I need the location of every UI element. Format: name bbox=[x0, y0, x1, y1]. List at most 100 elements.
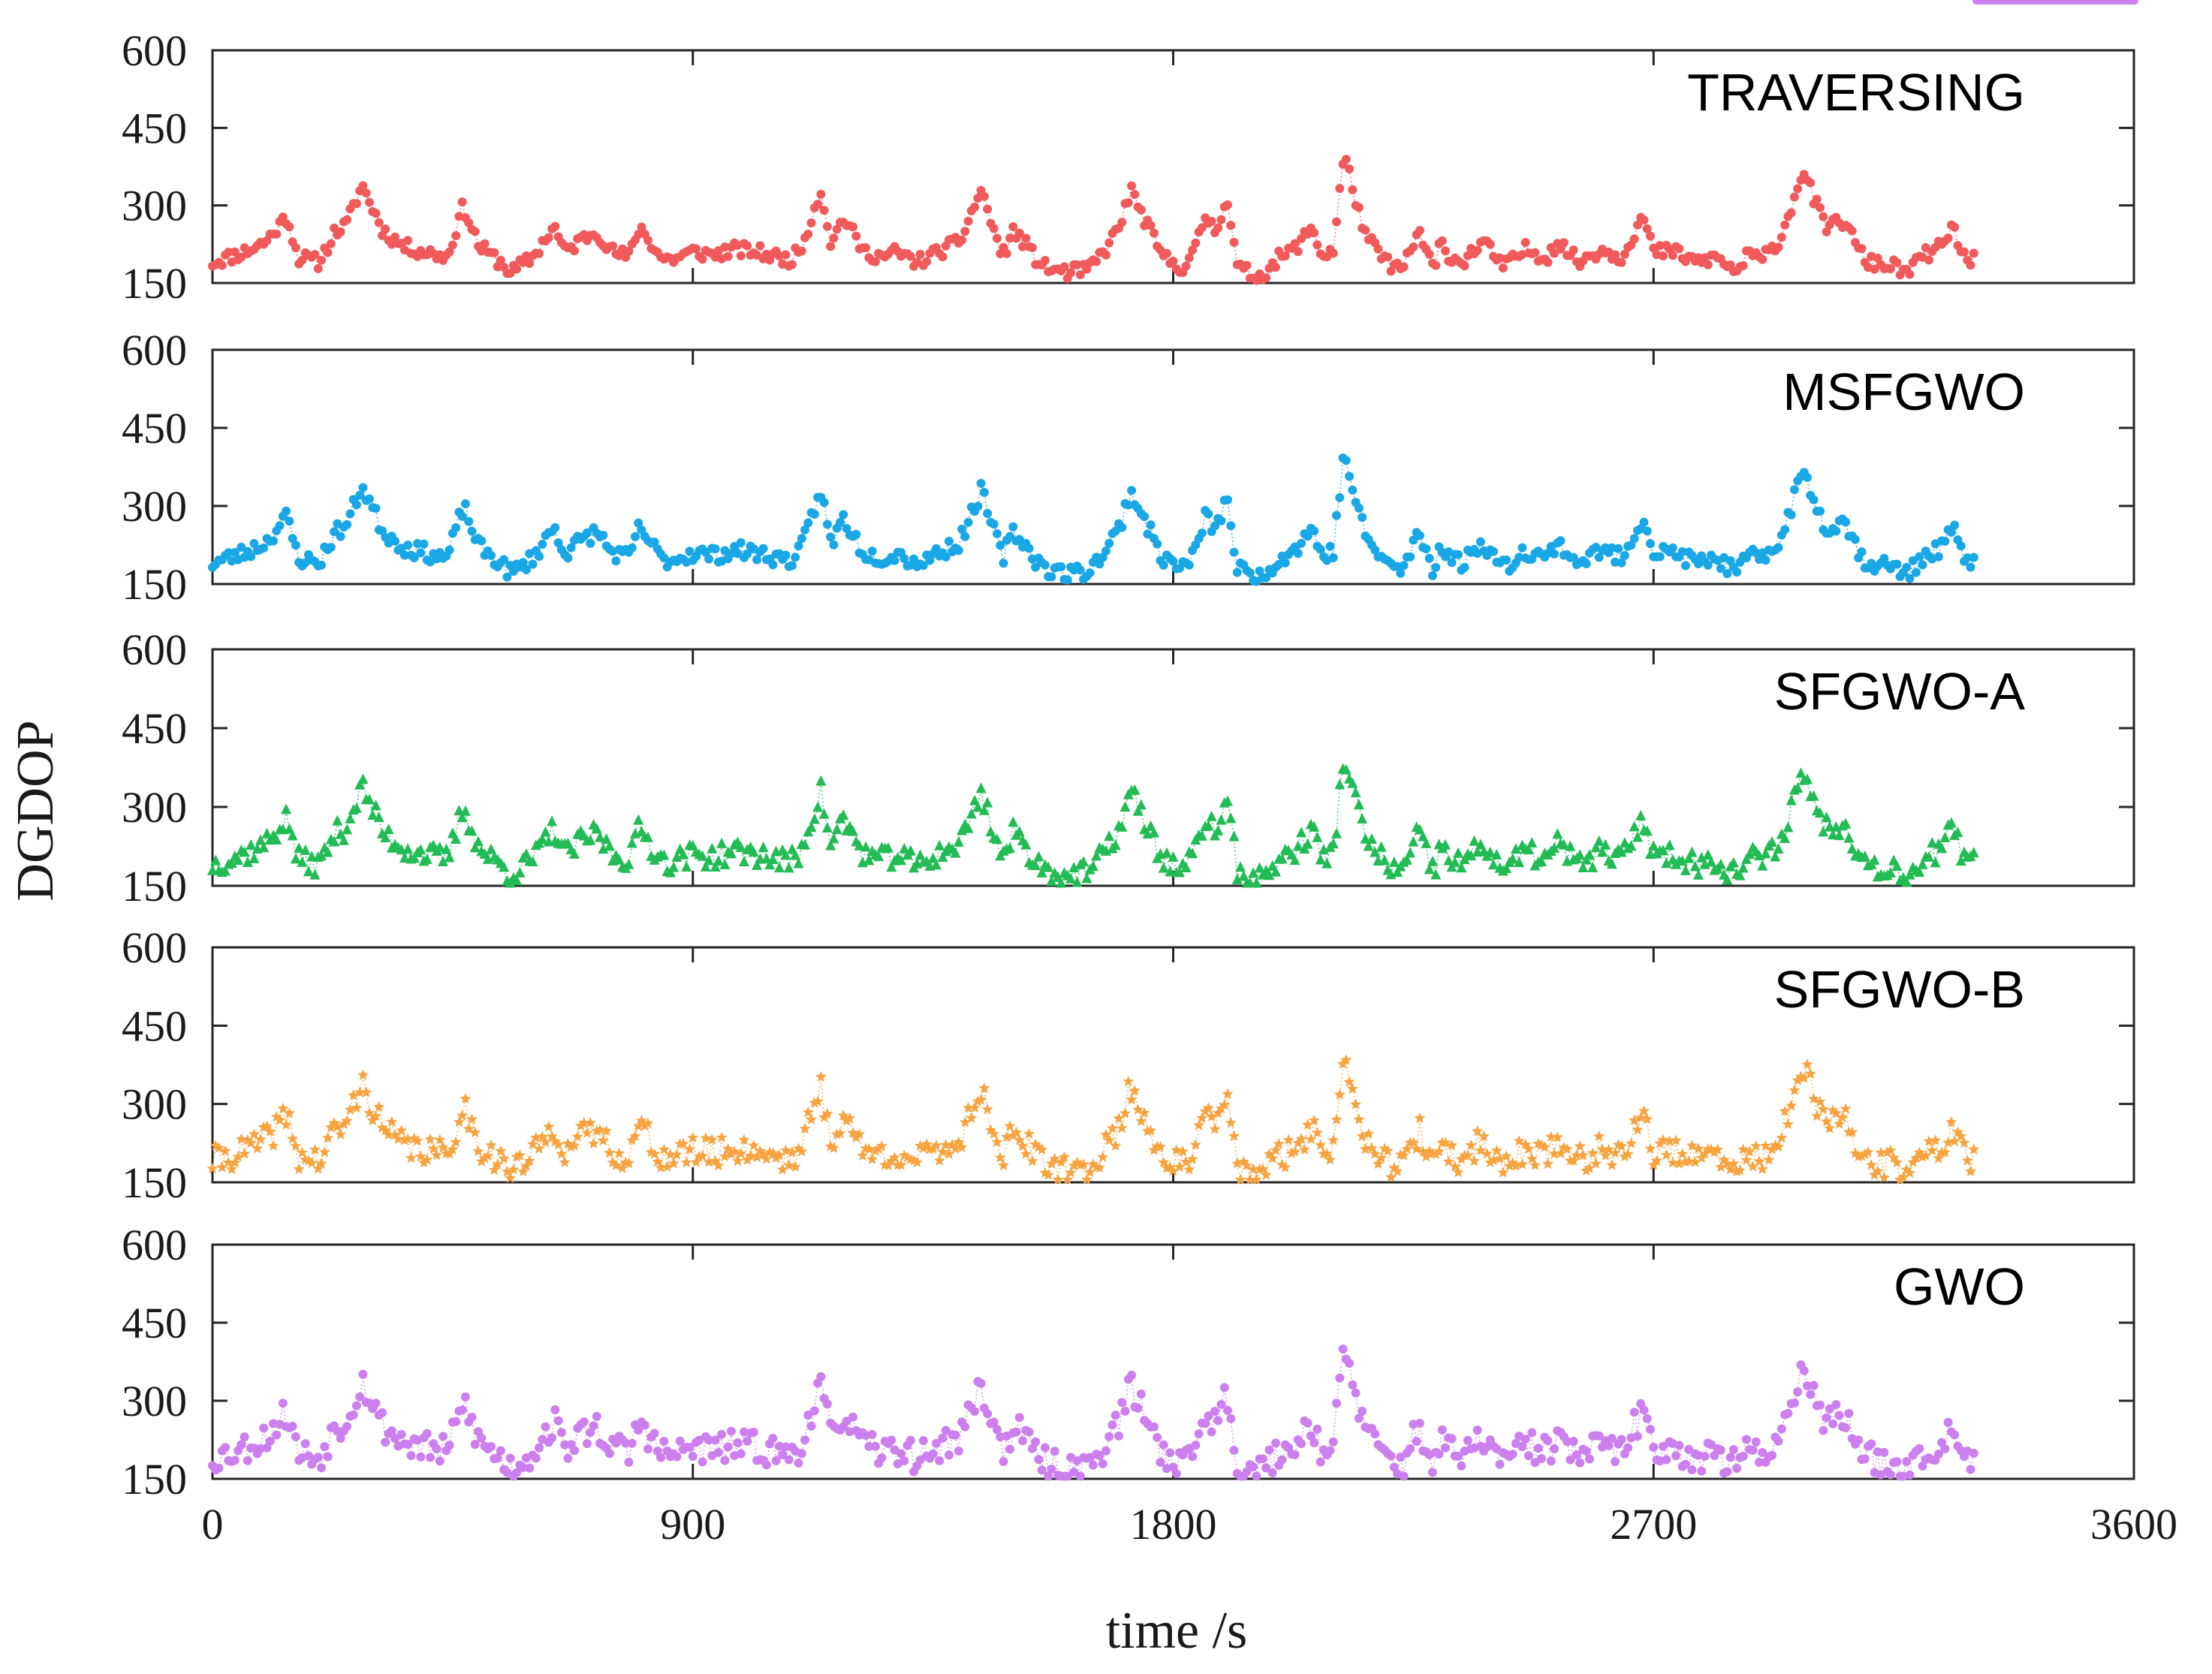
data-point bbox=[915, 849, 926, 860]
data-point bbox=[1901, 876, 1912, 887]
data-point bbox=[1345, 471, 1355, 481]
data-point bbox=[793, 857, 804, 869]
data-point bbox=[457, 197, 467, 206]
data-point bbox=[1421, 837, 1432, 848]
data-point bbox=[1409, 535, 1418, 545]
data-point bbox=[1146, 520, 1156, 530]
data-point bbox=[621, 1438, 631, 1448]
data-point bbox=[816, 189, 826, 199]
data-point bbox=[255, 1134, 267, 1145]
data-point bbox=[794, 541, 803, 551]
data-point bbox=[1087, 1158, 1099, 1170]
data-point bbox=[822, 519, 832, 529]
data-point bbox=[1786, 208, 1796, 218]
data-point bbox=[821, 1107, 833, 1119]
data-point bbox=[1859, 1148, 1871, 1160]
data-point bbox=[259, 543, 269, 552]
data-point bbox=[975, 782, 987, 793]
data-point bbox=[978, 804, 990, 815]
data-point bbox=[1177, 1146, 1189, 1157]
data-point bbox=[336, 1434, 345, 1444]
data-point bbox=[1399, 262, 1409, 272]
data-point bbox=[665, 1149, 677, 1160]
data-point bbox=[1279, 1161, 1291, 1173]
data-point bbox=[363, 1106, 375, 1119]
data-point bbox=[842, 1417, 851, 1426]
data-point bbox=[1370, 545, 1380, 555]
data-point bbox=[1891, 860, 1903, 872]
data-point bbox=[1587, 1147, 1599, 1158]
data-point bbox=[1430, 869, 1442, 880]
data-point bbox=[1462, 1149, 1474, 1161]
data-point bbox=[329, 835, 340, 847]
data-point bbox=[345, 812, 356, 823]
data-point bbox=[1456, 862, 1467, 873]
data-point bbox=[511, 875, 523, 886]
data-point bbox=[1005, 531, 1014, 541]
data-point bbox=[376, 1122, 388, 1133]
data-point bbox=[550, 1405, 560, 1415]
data-point bbox=[467, 526, 477, 536]
data-point bbox=[796, 1146, 808, 1157]
data-point bbox=[450, 1136, 462, 1148]
data-point bbox=[341, 1115, 353, 1126]
data-point bbox=[895, 854, 906, 866]
data-point bbox=[1032, 1141, 1044, 1152]
data-point bbox=[710, 544, 720, 554]
data-point bbox=[1466, 850, 1477, 861]
data-point bbox=[1132, 1103, 1144, 1115]
data-point bbox=[221, 1443, 231, 1453]
data-point bbox=[1180, 1156, 1192, 1167]
data-point bbox=[1334, 778, 1346, 790]
data-point bbox=[1843, 832, 1855, 843]
data-point bbox=[505, 1453, 515, 1463]
y-tick-label: 600 bbox=[122, 923, 187, 972]
data-point bbox=[1463, 1435, 1472, 1445]
data-point bbox=[1201, 1419, 1210, 1429]
data-point bbox=[1526, 837, 1538, 848]
data-point bbox=[1325, 1446, 1335, 1456]
data-point bbox=[1168, 851, 1179, 862]
data-point bbox=[1114, 1431, 1123, 1441]
data-point bbox=[1050, 1447, 1059, 1456]
data-point bbox=[794, 1458, 803, 1468]
data-point bbox=[1780, 832, 1791, 844]
data-point bbox=[1270, 1144, 1282, 1155]
data-point bbox=[672, 1452, 682, 1462]
data-point bbox=[1168, 556, 1178, 566]
data-point bbox=[317, 255, 327, 265]
data-point bbox=[1040, 255, 1050, 265]
data-point bbox=[1809, 495, 1819, 504]
data-point bbox=[488, 1164, 500, 1176]
data-point bbox=[1388, 1161, 1400, 1173]
data-point bbox=[1427, 571, 1437, 580]
data-point bbox=[1232, 568, 1242, 577]
data-point bbox=[1561, 1143, 1573, 1155]
data-point bbox=[1798, 1072, 1810, 1083]
data-point bbox=[432, 1444, 441, 1454]
data-point bbox=[1020, 839, 1032, 850]
data-point bbox=[1001, 1131, 1013, 1143]
data-point bbox=[991, 833, 1002, 845]
data-point bbox=[822, 221, 832, 231]
data-point bbox=[1629, 1114, 1641, 1125]
data-point bbox=[1033, 851, 1044, 862]
data-point bbox=[1376, 841, 1387, 852]
data-point bbox=[402, 1133, 414, 1144]
data-point bbox=[778, 1450, 788, 1459]
data-point bbox=[272, 229, 282, 239]
data-point bbox=[1924, 255, 1934, 265]
data-point bbox=[371, 209, 381, 218]
data-point bbox=[1297, 233, 1306, 243]
data-point bbox=[1918, 1461, 1927, 1471]
data-point bbox=[294, 842, 305, 854]
data-point bbox=[1616, 1140, 1628, 1152]
data-point bbox=[317, 1463, 327, 1473]
data-point bbox=[749, 1427, 758, 1437]
data-point bbox=[1741, 1435, 1751, 1444]
data-point bbox=[1285, 1147, 1297, 1158]
data-point bbox=[1222, 1088, 1234, 1099]
data-point bbox=[731, 1155, 744, 1167]
data-point bbox=[492, 1158, 504, 1170]
data-point bbox=[533, 1143, 545, 1154]
